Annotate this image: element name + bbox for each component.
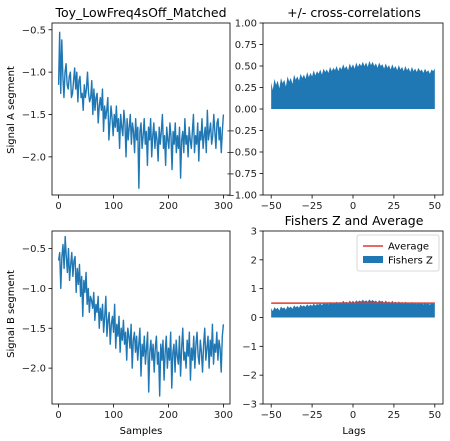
signal-a-ytick-label: −1.5 (22, 110, 46, 121)
signal-b-series-line (57, 235, 225, 397)
crosscorr-ytick-label: 0.00 (235, 105, 257, 116)
xlabel-lags: Lags (342, 426, 365, 437)
fishers-z-ytick-label: −2 (242, 371, 257, 382)
signal-b-ytick-label: −2.0 (22, 364, 46, 375)
fishers-z-legend-average-label: Average (388, 242, 429, 253)
signal-b-xtick-label: 100 (104, 410, 123, 421)
fishers-z-xtick-label: −50 (261, 410, 282, 421)
title-signal-a: Toy_LowFreq4sOff_Matched (54, 5, 226, 20)
crosscorr-xtick-label: 50 (428, 201, 441, 212)
crosscorr-filled-area (271, 60, 435, 109)
fishers-z-ytick-label: 1 (251, 284, 257, 295)
signal-b-ytick-label: −0.5 (22, 244, 46, 255)
signal-b-xtick-label: 300 (214, 410, 233, 421)
fishers-z-xtick-label: 0 (350, 410, 356, 421)
signal-a-series-line (57, 31, 225, 189)
panel-signal-a: Toy_LowFreq4sOff_Matched Signal A segmen… (6, 5, 233, 212)
fishers-z-axes-frame (262, 230, 444, 405)
plot-signal-b: 0 100 200 300 −0.5 −1.0 −1.5 −2.0 (22, 230, 233, 421)
ylabel-signal-a: Signal A segment (6, 66, 17, 154)
panel-cross-correlations: +/- cross-correlations −50 −25 0 25 50 1.00 0.… (226, 5, 444, 212)
plot-fishers-z: −50 −25 0 25 50 3 2 1 0 −1 −2 −3 Average Fishers Z (242, 227, 444, 421)
fishers-z-filled-area (271, 299, 435, 318)
plot-signal-a: 0 100 200 300 −0.5 −1.0 −1.5 −2.0 (22, 22, 233, 212)
signal-a-ytick-label: −0.5 (22, 25, 46, 36)
signal-b-ytick-label: −1.5 (22, 324, 46, 335)
signal-a-axes-frame (51, 22, 231, 196)
signal-a-ytick-label: −1.0 (22, 68, 46, 79)
fishers-z-xtick-label: 25 (388, 410, 401, 421)
crosscorr-axes-frame (262, 22, 444, 196)
fishers-z-ytick-label: 0 (251, 313, 257, 324)
crosscorr-ytick-label: −0.50 (226, 148, 257, 159)
signal-a-xtick-label: 100 (104, 201, 123, 212)
panel-fishers-z: Fishers Z and Average Lags −50 −25 0 25 50 3 2… (242, 213, 444, 437)
signal-a-xtick-label: 300 (214, 201, 233, 212)
crosscorr-ytick-label: 0.50 (235, 62, 257, 73)
crosscorr-xtick-label: 0 (350, 201, 356, 212)
fishers-z-xtick-label: 50 (428, 410, 441, 421)
crosscorr-ytick-label: −1.00 (226, 191, 257, 202)
fishers-z-ytick-label: −3 (242, 400, 257, 411)
fishers-z-ytick-label: 3 (251, 227, 257, 238)
fishers-z-legend-fishers-swatch (363, 256, 383, 263)
title-cross-correlations: +/- cross-correlations (287, 5, 421, 20)
plot-cross-correlations: −50 −25 0 25 50 1.00 0.75 0.50 0.25 0.00 −0.25 −0.5… (226, 19, 444, 212)
crosscorr-ytick-label: −0.75 (226, 169, 257, 180)
crosscorr-ytick-label: 0.25 (235, 83, 257, 94)
crosscorr-ytick-label: 1.00 (235, 19, 257, 30)
crosscorr-xtick-label: −25 (302, 201, 323, 212)
signal-a-xtick-label: 0 (55, 201, 61, 212)
panel-signal-b: Signal B segment Samples 0 100 200 300 −0.5 −… (6, 230, 233, 437)
signal-b-xtick-label: 0 (55, 410, 61, 421)
signal-b-axes-frame (51, 230, 231, 405)
crosscorr-ytick-label: 0.75 (235, 40, 257, 51)
ylabel-signal-b: Signal B segment (6, 270, 17, 358)
crosscorr-ytick-label: −0.25 (226, 126, 257, 137)
title-fishers-z: Fishers Z and Average (285, 213, 424, 228)
signal-b-ytick-label: −1.0 (22, 284, 46, 295)
crosscorr-xtick-label: 25 (388, 201, 401, 212)
fishers-z-ytick-label: 2 (251, 255, 257, 266)
signal-a-xtick-label: 200 (159, 201, 178, 212)
fishers-z-legend-fishers-label: Fishers Z (388, 256, 433, 267)
fishers-z-xtick-label: −25 (302, 410, 323, 421)
fishers-z-ytick-label: −1 (242, 342, 257, 353)
signal-b-xtick-label: 200 (159, 410, 178, 421)
xlabel-samples: Samples (120, 426, 163, 437)
crosscorr-xtick-label: −50 (261, 201, 282, 212)
signal-a-ytick-label: −2.0 (22, 152, 46, 163)
